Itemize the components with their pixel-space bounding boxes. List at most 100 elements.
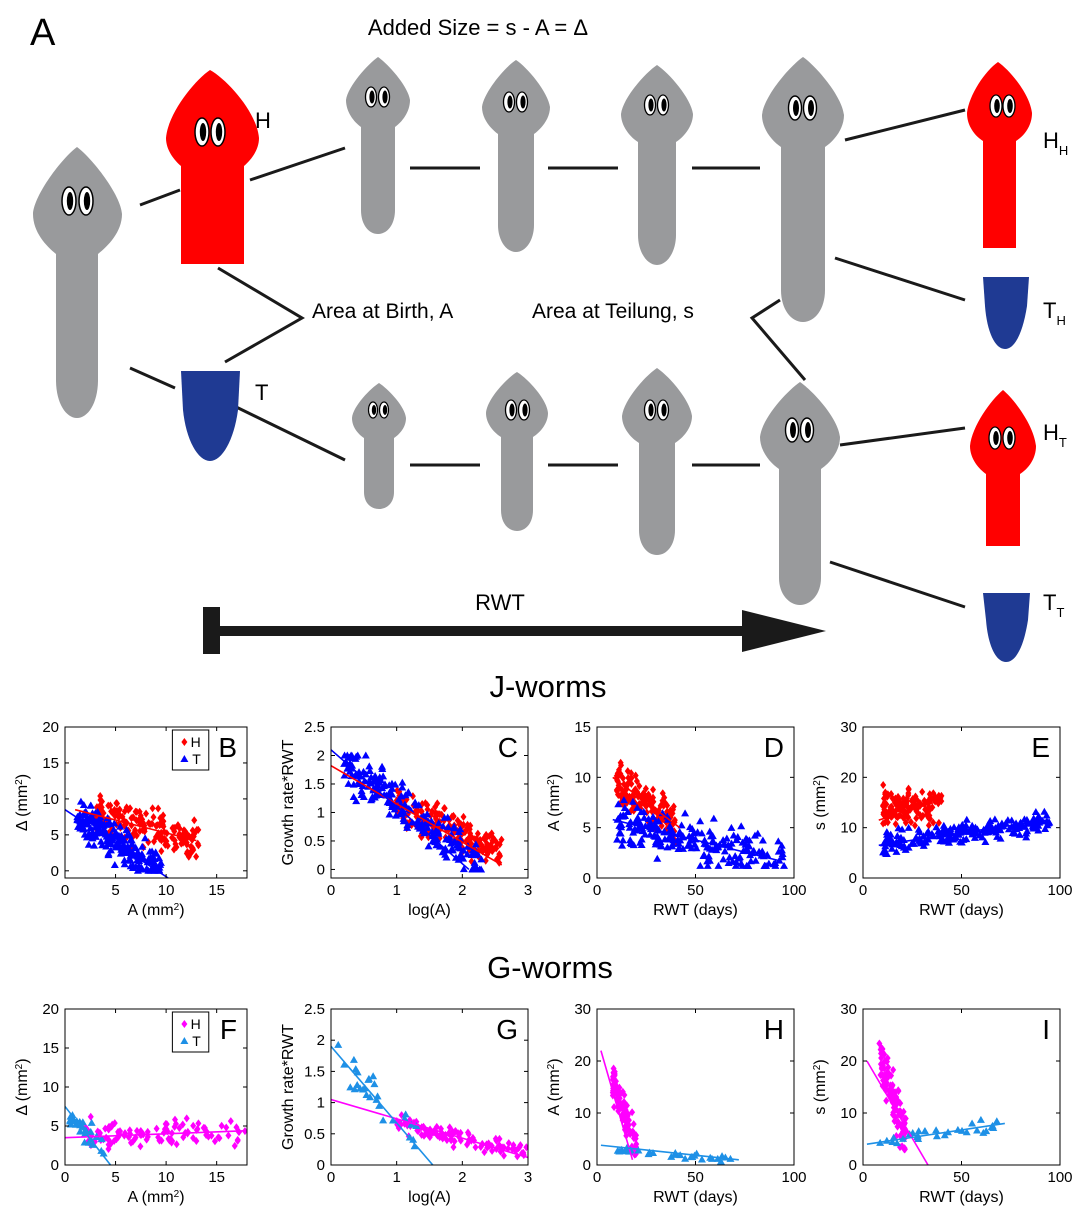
x-tick-label: 100: [781, 882, 806, 899]
points: [340, 751, 505, 873]
point-t: [714, 861, 723, 869]
point-t: [676, 1151, 685, 1159]
point-h: [215, 1133, 222, 1142]
legend: HT: [171, 1011, 210, 1053]
x-tick-label: 0: [327, 1169, 335, 1186]
point-h: [891, 1088, 898, 1097]
point-h: [149, 804, 156, 813]
point-h: [183, 1114, 190, 1123]
point-t: [681, 809, 690, 817]
x-tick-label: 3: [524, 882, 532, 899]
point-t: [780, 861, 789, 869]
point-t: [117, 831, 126, 839]
point-t: [697, 1155, 706, 1163]
point-h: [935, 818, 942, 827]
point-t: [88, 1140, 97, 1148]
point-h: [131, 1135, 138, 1144]
panel-e: 0 50 100 0 10 20 30 RWT (days) s (mm2) E: [812, 719, 1073, 919]
label-t: T: [255, 380, 268, 405]
point-t: [99, 821, 108, 829]
point-t: [981, 838, 990, 846]
point-t: [141, 834, 150, 842]
point-t: [383, 798, 392, 806]
point-t: [927, 829, 936, 837]
point-t: [667, 1152, 676, 1160]
point-h: [424, 805, 431, 814]
point-t: [155, 863, 164, 871]
point-h: [153, 821, 160, 830]
x-tick-label: 2: [458, 882, 466, 899]
point-t: [703, 857, 712, 865]
point-t: [125, 855, 134, 863]
point-t: [992, 1117, 1001, 1125]
point-t: [148, 847, 157, 855]
point-t: [771, 858, 780, 866]
point-t: [924, 827, 933, 835]
point-t: [83, 815, 92, 823]
point-h: [133, 1126, 140, 1135]
point-t: [1031, 824, 1040, 832]
panel-letter-b: B: [218, 732, 237, 763]
y-tick-label: 0: [583, 1157, 591, 1174]
point-t: [353, 1080, 362, 1088]
point-t: [777, 846, 786, 854]
point-h: [879, 1071, 886, 1080]
points: [613, 758, 789, 869]
point-t: [954, 823, 963, 831]
point-t: [122, 826, 131, 834]
tail-fragment-t: [181, 371, 240, 461]
point-h: [156, 1136, 163, 1145]
point-h: [650, 793, 657, 802]
point-h: [523, 1143, 528, 1152]
point-t: [637, 840, 646, 848]
point-h: [661, 793, 668, 802]
point-h: [629, 1128, 636, 1137]
y-axis-label: A (mm2): [546, 1058, 564, 1115]
point-h: [919, 811, 926, 820]
x-axis-label: log(A): [408, 902, 451, 919]
point-t: [1022, 815, 1031, 823]
point-t: [628, 797, 637, 805]
top-worm-3: [621, 65, 693, 265]
y-tick-label: 5: [51, 1118, 59, 1135]
point-h: [482, 856, 489, 865]
point-h: [460, 812, 467, 821]
point-t: [357, 791, 366, 799]
fit-line-h: [331, 765, 503, 866]
point-t: [956, 837, 965, 845]
point-t: [941, 825, 950, 833]
point-t: [725, 853, 734, 861]
point-t: [471, 865, 480, 873]
point-h: [162, 1119, 169, 1128]
point-h: [195, 1119, 202, 1128]
point-t: [614, 800, 623, 808]
point-h: [205, 1132, 212, 1141]
point-t: [438, 848, 447, 856]
point-h: [464, 823, 471, 832]
point-t: [471, 840, 480, 848]
point-t: [445, 832, 454, 840]
rwt-label: RWT: [475, 590, 525, 615]
point-t: [645, 1148, 654, 1156]
point-t: [731, 852, 740, 860]
point-t: [708, 1154, 717, 1162]
point-t: [379, 1116, 388, 1124]
point-h: [517, 1141, 524, 1150]
point-t: [349, 793, 358, 801]
y-axis-label: s (mm2): [812, 775, 830, 830]
point-h: [623, 1123, 630, 1132]
offspring-head-hh: [967, 62, 1032, 248]
point-t: [459, 846, 468, 854]
point-h: [908, 818, 915, 827]
point-t: [996, 834, 1005, 842]
point-t: [372, 790, 381, 798]
x-tick-label: 100: [1047, 882, 1072, 899]
point-t: [742, 845, 751, 853]
point-t: [106, 846, 115, 854]
point-t: [914, 1127, 923, 1135]
point-t: [443, 813, 452, 821]
point-t: [1008, 828, 1017, 836]
point-t: [733, 833, 742, 841]
point-t: [653, 854, 662, 862]
point-t: [615, 821, 624, 829]
